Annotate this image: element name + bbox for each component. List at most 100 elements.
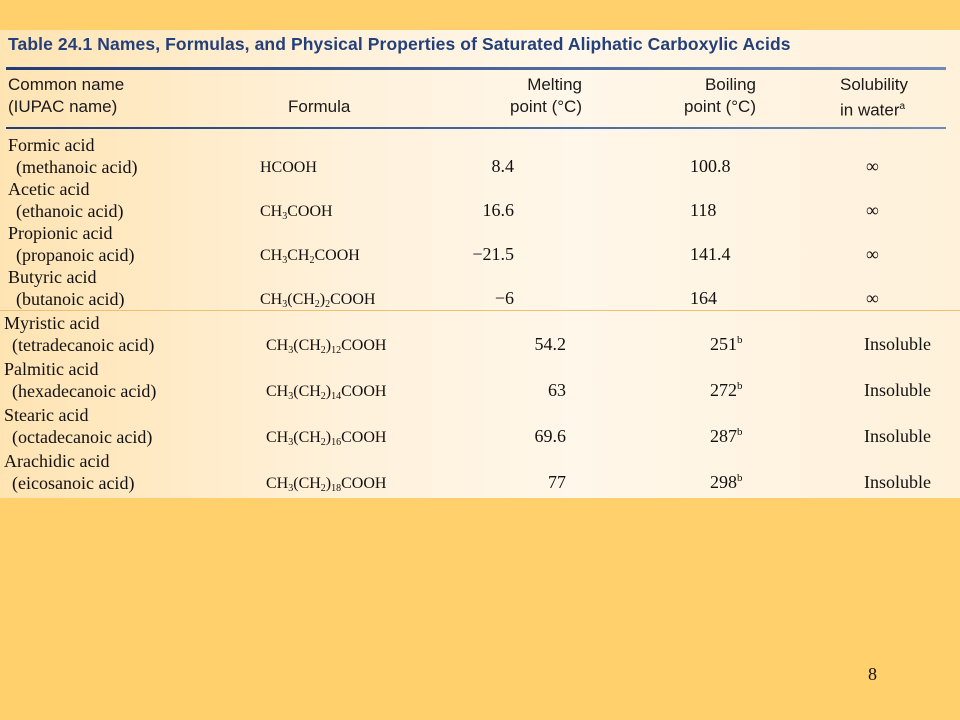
boiling-value: 141.4 <box>690 244 731 264</box>
boiling-point: 251b <box>710 334 743 355</box>
header-solubility: Solubility in watera <box>840 74 908 122</box>
formula-part: CH <box>266 337 289 354</box>
header-solubility-line1: Solubility <box>840 75 909 94</box>
formula-part: COOH <box>341 337 387 354</box>
formula-part: (CH <box>293 383 321 400</box>
formula-part: ) <box>325 337 332 354</box>
common-name: Arachidic acid <box>4 451 110 471</box>
iupac-name: (ethanoic acid) <box>16 201 124 221</box>
formula-part: COOH <box>341 475 387 492</box>
formula-subscript: 3 <box>282 211 288 222</box>
iupac-name: (octadecanoic acid) <box>12 427 153 447</box>
melting-point: 16.6 <box>482 200 515 220</box>
table-title: Table 24.1 Names, Formulas, and Physical… <box>8 34 791 54</box>
formula-part: HCOOH <box>260 159 317 176</box>
melting-point: 54.2 <box>534 334 567 354</box>
boiling-value: 272 <box>710 380 737 400</box>
formula-subscript: 16 <box>331 437 342 448</box>
header-name-line2: (IUPAC name) <box>8 97 118 116</box>
iupac-name: (butanoic acid) <box>16 289 125 309</box>
formula-part: COOH <box>330 291 376 308</box>
formula-subscript: 2 <box>320 391 326 402</box>
melting-point: 69.6 <box>534 426 567 446</box>
common-name: Butyric acid <box>8 267 97 287</box>
boiling-value: 100.8 <box>690 156 731 176</box>
common-name: Myristic acid <box>4 313 100 333</box>
formula-part: CH <box>260 203 283 220</box>
boiling-footnote: b <box>737 380 743 392</box>
formula-part: COOH <box>341 383 387 400</box>
header-melting: Melting point (°C) <box>496 74 582 118</box>
formula-part: CH <box>260 247 283 264</box>
melting-point: 63 <box>548 380 566 400</box>
page-number: 8 <box>868 664 877 684</box>
melting-point: 77 <box>548 472 566 492</box>
header-solubility-line2: in water <box>840 100 900 120</box>
solubility: ∞ <box>866 156 879 176</box>
formula-part: ) <box>325 475 332 492</box>
header-boiling-line1: Boiling <box>704 75 756 94</box>
header-name-line1: Common name <box>8 75 125 94</box>
iupac-name: (propanoic acid) <box>16 245 135 265</box>
solubility: ∞ <box>866 200 879 220</box>
boiling-value: 287 <box>710 426 737 446</box>
formula-subscript: 2 <box>309 255 315 266</box>
solubility: Insoluble <box>864 472 931 492</box>
formula-subscript: 3 <box>288 391 294 402</box>
boiling-value: 118 <box>690 200 717 220</box>
formula: CH3COOH <box>260 203 333 222</box>
formula-subscript: 3 <box>288 345 294 356</box>
header-melting-line2: point (°C) <box>510 97 582 116</box>
formula-subscript: 3 <box>288 483 294 494</box>
formula-part: CH <box>266 429 289 446</box>
boiling-point: 287b <box>710 426 743 447</box>
solubility: Insoluble <box>864 380 931 400</box>
header-solubility-footnote: a <box>899 101 906 112</box>
formula-part: (CH <box>293 475 321 492</box>
top-strip <box>0 0 960 30</box>
common-name: Formic acid <box>8 135 95 155</box>
boiling-value: 164 <box>690 288 717 308</box>
header-solubility-line2-wrap: in watera <box>840 96 908 122</box>
solubility: Insoluble <box>864 334 931 354</box>
formula-part: COOH <box>314 247 360 264</box>
formula: CH3CH2COOH <box>260 247 360 266</box>
formula: CH3(CH2)16COOH <box>266 429 386 448</box>
boiling-point: 141.4 <box>690 244 731 265</box>
melting-point: 8.4 <box>491 156 515 176</box>
boiling-footnote: b <box>737 426 743 438</box>
common-name: Palmitic acid <box>4 359 99 379</box>
formula: HCOOH <box>260 159 317 177</box>
formula-subscript: 3 <box>282 255 288 266</box>
formula-subscript: 2 <box>314 299 320 310</box>
iupac-name: (tetradecanoic acid) <box>12 335 155 355</box>
formula-part: ) <box>325 383 332 400</box>
header-boiling: Boiling point (°C) <box>670 74 756 118</box>
formula-subscript: 18 <box>331 483 342 494</box>
formula-part: ) <box>319 291 326 308</box>
formula-part: COOH <box>341 429 387 446</box>
formula-part: (CH <box>293 337 321 354</box>
formula-part: (CH <box>293 429 321 446</box>
formula: CH3(CH2)14COOH <box>266 383 386 402</box>
formula-subscript: 14 <box>331 391 342 402</box>
boiling-footnote: b <box>737 472 743 484</box>
boiling-value: 298 <box>710 472 737 492</box>
formula-subscript: 2 <box>320 345 326 356</box>
melting-point: −6 <box>494 288 514 308</box>
boiling-footnote: b <box>737 334 743 346</box>
solubility: Insoluble <box>864 426 931 446</box>
header-melting-line1: Melting <box>527 75 582 94</box>
formula-subscript: 2 <box>320 483 326 494</box>
iupac-name: (hexadecanoic acid) <box>12 381 157 401</box>
boiling-value: 251 <box>710 334 737 354</box>
common-name: Stearic acid <box>4 405 89 425</box>
boiling-point: 100.8 <box>690 156 731 177</box>
formula: CH3(CH2)2COOH <box>260 291 375 310</box>
header-rule <box>6 127 946 129</box>
formula-subscript: 12 <box>331 345 342 356</box>
boiling-point: 272b <box>710 380 743 401</box>
melting-point: −21.5 <box>472 244 514 264</box>
iupac-name: (eicosanoic acid) <box>12 473 135 493</box>
